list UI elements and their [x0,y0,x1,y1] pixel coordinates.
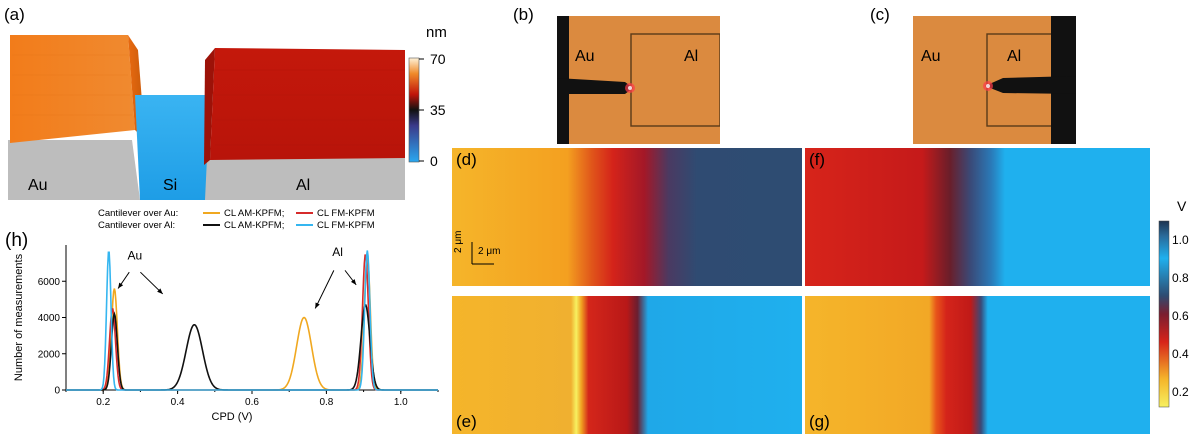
kpfm-map-g [805,296,1150,434]
x-tick-label: 0.6 [245,397,259,408]
al-block-side [204,48,215,165]
legend-prefix: Cantilever over Au: [98,208,178,219]
substrate-au-base [8,140,140,200]
kpfm-map-d [452,148,802,286]
legend-item: CL FM-KPFM [317,220,375,231]
y-tick-label: 4000 [38,313,61,324]
optical-c-label-al: Al [1007,48,1021,65]
panel-label-h: (h) [5,230,29,251]
panel-label-c: (c) [870,5,890,24]
colorbar-nm [408,57,420,163]
annotation-au: Au [127,249,142,263]
kpfm-map-f [805,148,1150,286]
y-tick-label: 0 [54,386,60,397]
colorbar-v-tick: 0.6 [1172,309,1189,323]
arrow-au-left-head [118,282,124,289]
y-axis-label: Number of measurements [13,253,25,381]
panel-label-f: (f) [809,150,826,169]
scale-bar-horizontal-label: 2 μm [478,246,501,257]
colorbar-v: V 1.0 0.8 0.6 0.4 0.2 [1158,198,1189,408]
arrow-al-left [314,270,335,309]
panel-label-b: (b) [513,5,534,24]
y-tick-label: 2000 [38,349,61,360]
legend-item: CL AM-KPFM; [224,220,284,231]
optical-b-label-al: Al [684,48,698,65]
colorbar-nm-tick-0: 0 [430,153,438,169]
legend-item: CL FM-KPFM [317,208,375,219]
optical-image-b: Au Al [557,16,720,144]
optical-c-label-au: Au [921,48,941,65]
optical-image-c: Au Al [913,16,1076,144]
series-line [66,250,438,391]
kpfm-map-e [452,296,802,434]
optical-b-label-au: Au [575,48,595,65]
colorbar-v-tick: 0.8 [1172,271,1189,285]
si-trench [135,95,210,200]
al-pad-outline [630,33,720,127]
cantilever [985,76,1076,94]
x-tick-label: 0.4 [171,397,185,408]
al-block [210,48,405,160]
colorbar-nm-unit: nm [426,24,447,41]
series-line [66,254,438,391]
cantilever [557,78,633,94]
x-tick-label: 1.0 [394,397,408,408]
x-tick-label: 0.8 [319,397,333,408]
scale-bar-vertical-label: 2 μm [453,230,464,253]
colorbar-v-tick: 0.4 [1172,347,1189,361]
panel-label-a: (a) [4,5,25,24]
label-au: Au [28,177,48,194]
series-line [66,304,438,391]
panel-label-e: (e) [456,412,477,431]
colorbar-v-tick: 0.2 [1172,385,1189,399]
colorbar-nm-tick-35: 35 [430,102,446,118]
legend-item: CL AM-KPFM; [224,208,284,219]
au-block [10,35,135,143]
colorbar-nm-tick-70: 70 [430,51,446,67]
legend-prefix: Cantilever over Al: [98,220,175,231]
afm-topography-3d: Au Si Al nm 70 35 0 [8,24,447,200]
substrate-al-base [200,150,405,200]
scale-bar [471,242,494,265]
colorbar-v-unit: V [1177,198,1187,214]
arrow-al-left-head [315,302,320,309]
label-si: Si [163,177,177,194]
y-tick-label: 6000 [38,277,61,288]
x-axis-label: CPD (V) [212,411,253,423]
chart-legend: Cantilever over Au: CL AM-KPFM; CL FM-KP… [98,208,375,231]
x-tick-label: 0.2 [96,397,110,408]
arrow-au-right-head [157,288,163,294]
panel-label-d: (d) [456,150,477,169]
annotation-al: Al [332,245,343,259]
colorbar-v-tick: 1.0 [1172,233,1189,247]
arrow-al-right-head [350,279,357,285]
label-al: Al [296,177,310,194]
cpd-histogram-chart: Cantilever over Au: CL AM-KPFM; CL FM-KP… [13,208,439,423]
series-line [66,255,438,391]
panel-label-g: (g) [809,412,830,431]
